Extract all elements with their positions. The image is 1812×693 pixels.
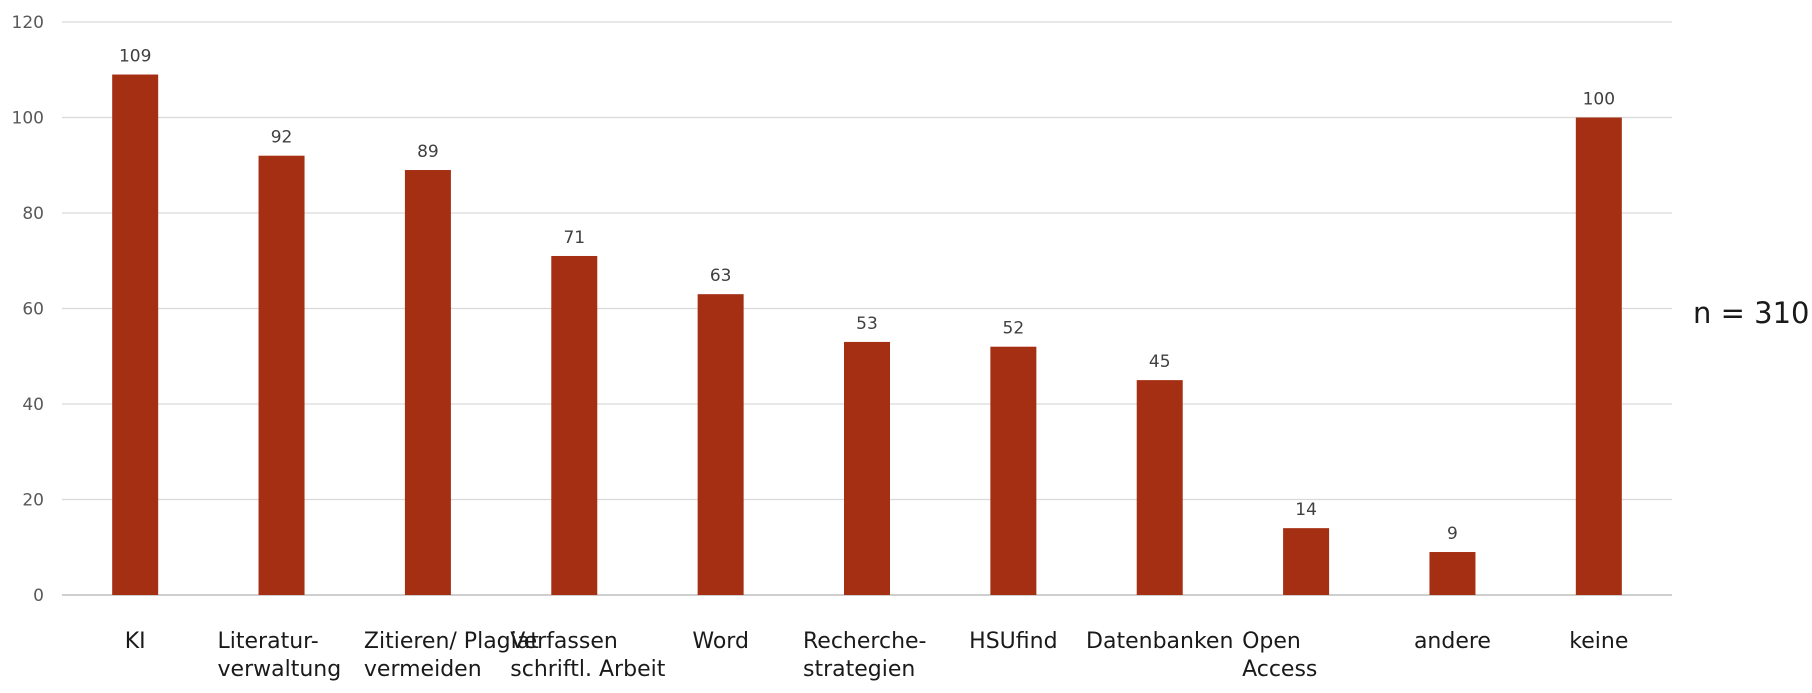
bar (697, 294, 744, 595)
y-tick-label: 60 (22, 300, 44, 320)
x-tick-label: Literatur-verwaltung (218, 629, 342, 682)
x-tick-label: keine (1569, 629, 1628, 654)
x-tick-label: Word (692, 629, 749, 654)
data-label: 109 (119, 47, 151, 67)
data-label: 52 (1003, 319, 1025, 339)
data-label: 53 (856, 314, 878, 334)
x-tick-label: Zitieren/ Plagiat vermeiden (364, 629, 539, 682)
data-label: 71 (563, 228, 585, 248)
x-tick-label: Recherche-strategien (803, 629, 926, 682)
bar (1136, 380, 1183, 595)
bar (258, 155, 305, 595)
bar (1429, 552, 1476, 595)
y-tick-label: 20 (22, 491, 44, 511)
data-label: 100 (1583, 90, 1615, 110)
bar (551, 255, 598, 595)
data-label: 89 (417, 142, 439, 162)
data-label: 92 (271, 128, 293, 148)
bar (1575, 117, 1622, 595)
x-tick-label: Open Access (1242, 629, 1317, 682)
x-tick-label: HSUfind (969, 629, 1057, 654)
bar (404, 170, 451, 595)
bar (990, 346, 1037, 595)
x-tick-label: andere (1414, 629, 1491, 654)
y-tick-label: 40 (22, 395, 44, 415)
bar (1283, 528, 1330, 595)
y-tick-label: 80 (22, 204, 44, 224)
data-label: 9 (1447, 524, 1458, 544)
data-label: 14 (1295, 500, 1317, 520)
data-label: 45 (1149, 352, 1171, 372)
x-tick-label: Verfassen schriftl. Arbeit (510, 629, 665, 682)
sample-size-label: n = 310 (1693, 296, 1810, 330)
y-tick-label: 100 (12, 109, 44, 129)
bar (112, 74, 159, 595)
x-tick-label: Datenbanken (1086, 629, 1233, 654)
data-label: 63 (710, 266, 732, 286)
y-tick-label: 120 (12, 13, 44, 33)
bar (844, 341, 890, 595)
y-tick-label: 0 (33, 586, 44, 606)
x-tick-label: KI (125, 629, 146, 654)
